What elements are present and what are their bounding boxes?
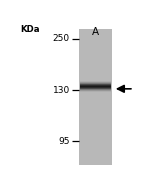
Bar [80, 86, 111, 87]
Bar [80, 81, 111, 82]
Bar [80, 85, 111, 86]
Bar [80, 86, 111, 87]
Bar [80, 91, 111, 92]
Text: 250: 250 [53, 34, 70, 43]
Text: A: A [92, 27, 99, 37]
Bar [80, 87, 111, 88]
Text: 95: 95 [58, 137, 70, 146]
Bar [80, 80, 111, 81]
Text: KDa: KDa [20, 25, 39, 34]
Bar [80, 81, 111, 82]
Bar [80, 92, 111, 93]
Bar [80, 84, 111, 85]
Bar [80, 89, 111, 90]
Text: 130: 130 [53, 86, 70, 95]
Bar [80, 88, 111, 89]
Bar [80, 90, 111, 91]
Bar [80, 91, 111, 92]
Bar [80, 90, 111, 91]
Bar [80, 82, 111, 83]
Bar [80, 83, 111, 84]
Bar [79, 29, 112, 165]
Bar [80, 80, 111, 81]
Bar [80, 84, 111, 85]
Bar [80, 87, 111, 88]
Bar [80, 83, 111, 84]
